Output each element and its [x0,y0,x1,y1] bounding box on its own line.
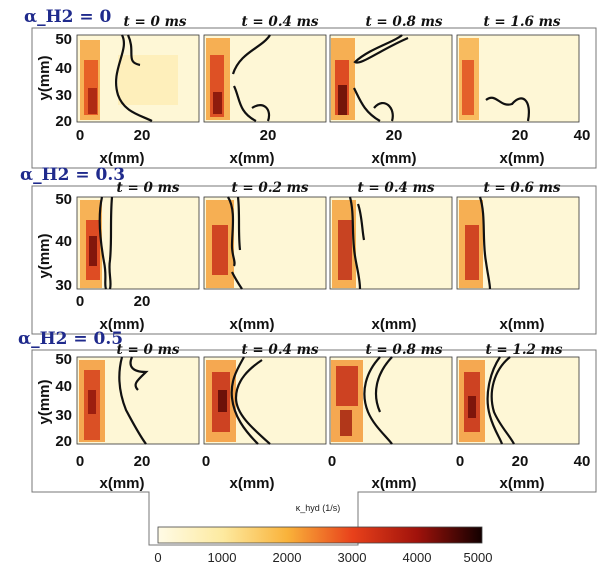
panel-row3-col4 [456,356,580,445]
alpha-label-row2: α_H2 = 0.3 [20,165,125,185]
panel-row1-col4 [456,34,580,123]
panel-row3-col3 [329,356,453,445]
y-tick: 30 [55,87,72,104]
x-axis-label: x(mm) [229,475,274,492]
colorbar-tick: 3000 [338,550,367,565]
panel-row1-col2 [203,34,327,123]
time-label: t = 0.8 ms [365,14,442,30]
x-axis-label: x(mm) [99,475,144,492]
y-tick: 50 [55,31,72,48]
time-label: t = 0.4 ms [241,14,318,30]
x-tick: 0 [202,453,210,470]
panel-row1-col1 [76,34,200,123]
x-axis-label: x(mm) [99,316,144,333]
time-label: t = 0.2 ms [231,180,308,196]
x-axis-label: x(mm) [99,150,144,167]
x-tick: 20 [134,293,151,310]
y-tick: 30 [55,407,72,424]
x-tick: 0 [328,453,336,470]
y-tick: 40 [55,378,72,395]
panel-row2-col2 [203,196,327,290]
x-tick: 40 [574,127,591,144]
colorbar-tick: 1000 [208,550,237,565]
y-axis-label-row2: y(mm) [36,233,53,278]
time-label: t = 0.4 ms [357,180,434,196]
colorbar [157,526,483,544]
frame-row1 [31,27,597,169]
y-tick: 50 [55,191,72,208]
panel-row3-col2 [203,356,327,445]
x-tick: 20 [260,127,277,144]
x-axis-label: x(mm) [499,475,544,492]
x-axis-label: x(mm) [229,316,274,333]
x-axis-label: x(mm) [499,316,544,333]
y-tick: 30 [55,277,72,294]
alpha-label-row3: α_H2 = 0.5 [18,329,123,349]
x-axis-label: x(mm) [371,150,416,167]
x-axis-label: x(mm) [499,150,544,167]
time-label: t = 1.6 ms [483,14,560,30]
time-label: t = 0 ms [117,342,180,358]
time-label: t = 0.6 ms [483,180,560,196]
y-axis-label-row1: y(mm) [36,55,53,100]
panel-row1-col3 [329,34,453,123]
x-axis-label: x(mm) [229,150,274,167]
x-axis-label: x(mm) [371,316,416,333]
group-frames [31,27,597,546]
colorbar-tick: 0 [154,550,161,565]
x-tick: 0 [76,293,84,310]
frame-row3 [31,349,597,546]
time-label: t = 0 ms [124,14,187,30]
x-tick: 20 [134,453,151,470]
x-axis-label: x(mm) [371,475,416,492]
y-axis-label-row3: y(mm) [36,379,53,424]
panel-row2-col4 [456,196,580,290]
colorbar-tick: 2000 [273,550,302,565]
panel-row2-col3 [329,196,453,290]
y-tick: 20 [55,113,72,130]
x-tick: 20 [512,127,529,144]
colorbar-tick: 5000 [464,550,493,565]
y-tick: 50 [55,351,72,368]
time-label: t = 1.2 ms [485,342,562,358]
x-tick: 0 [456,453,464,470]
time-label: t = 0.8 ms [365,342,442,358]
y-tick: 40 [55,60,72,77]
y-tick: 20 [55,433,72,450]
x-tick: 20 [134,127,151,144]
frame-row2 [31,185,597,335]
panel-row2-col1 [76,196,200,290]
alpha-label-row1: α_H2 = 0 [24,7,112,27]
colorbar-label: κ_hyd (1/s) [296,503,341,513]
colorbar-tick: 4000 [403,550,432,565]
x-tick: 40 [574,453,591,470]
y-tick: 40 [55,233,72,250]
x-tick: 20 [386,127,403,144]
x-tick: 0 [76,127,84,144]
x-tick: 20 [512,453,529,470]
x-tick: 0 [76,453,84,470]
time-label: t = 0 ms [117,180,180,196]
time-label: t = 0.4 ms [241,342,318,358]
panel-row3-col1 [76,356,200,445]
